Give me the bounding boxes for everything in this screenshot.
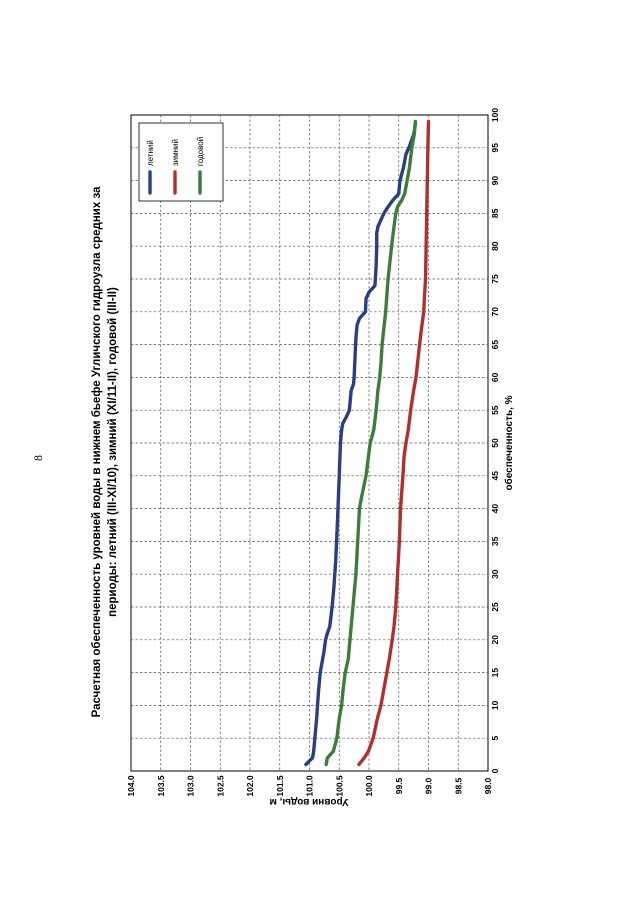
x-tick-label: 70 <box>490 307 500 317</box>
x-tick-label: 35 <box>490 536 500 546</box>
x-tick-label: 50 <box>490 438 500 448</box>
x-tick-label: 95 <box>490 143 500 153</box>
x-tick-label: 30 <box>490 569 500 579</box>
y-tick-label: 104.0 <box>126 775 136 797</box>
legend-label-годовой: годовой <box>196 137 205 166</box>
series-line-летний <box>304 119 418 767</box>
chart-title-line2: периоды: летний (III-XI/10), зимний (XI/… <box>107 287 119 617</box>
series-line-годовой <box>324 119 418 767</box>
y-tick-label: 100.0 <box>364 775 374 797</box>
y-axis-title: Уровни воды, м <box>269 796 348 807</box>
legend: летний зимний годовой <box>138 122 224 202</box>
x-axis-title: обеспеченность, % <box>503 395 515 490</box>
x-tick-label: 15 <box>490 668 500 678</box>
x-tick-label: 25 <box>490 602 500 612</box>
y-tick-label: 102.0 <box>245 775 255 797</box>
page-number: 8 <box>31 455 45 461</box>
x-tick-label: 65 <box>490 340 500 350</box>
x-tick-label: 75 <box>490 274 500 284</box>
y-tick-label: 101.5 <box>275 775 285 797</box>
y-tick-label: 98.5 <box>453 777 463 794</box>
y-tick-label: 99.5 <box>394 777 404 794</box>
y-tick-label: 99.0 <box>424 777 434 794</box>
chart-title-line1: Расчетная обеспеченность уровней воды в … <box>91 186 103 717</box>
series-line-зимний <box>357 119 431 767</box>
x-tick-label: 20 <box>490 635 500 645</box>
x-tick-label: 60 <box>490 372 500 382</box>
x-tick-label: 0 <box>490 768 500 773</box>
x-tick-label: 55 <box>490 405 500 415</box>
y-tick-label: 98.0 <box>483 777 493 794</box>
y-tick-label: 102.5 <box>215 775 225 797</box>
x-tick-label: 10 <box>490 700 500 710</box>
legend-label-летний: летний <box>146 140 155 166</box>
x-tick-label: 40 <box>490 504 500 514</box>
y-tick-label: 103.0 <box>186 775 196 797</box>
x-tick-label: 5 <box>490 736 500 741</box>
x-tick-label: 85 <box>490 208 500 218</box>
legend-label-зимний: зимний <box>171 139 180 166</box>
x-tick-label: 100 <box>490 108 500 122</box>
y-tick-label: 100.5 <box>334 775 344 797</box>
y-tick-label: 103.5 <box>156 775 166 797</box>
x-tick-label: 45 <box>490 471 500 481</box>
y-tick-label: 101.0 <box>305 775 315 797</box>
x-tick-label: 80 <box>490 241 500 251</box>
x-tick-label: 90 <box>490 176 500 186</box>
